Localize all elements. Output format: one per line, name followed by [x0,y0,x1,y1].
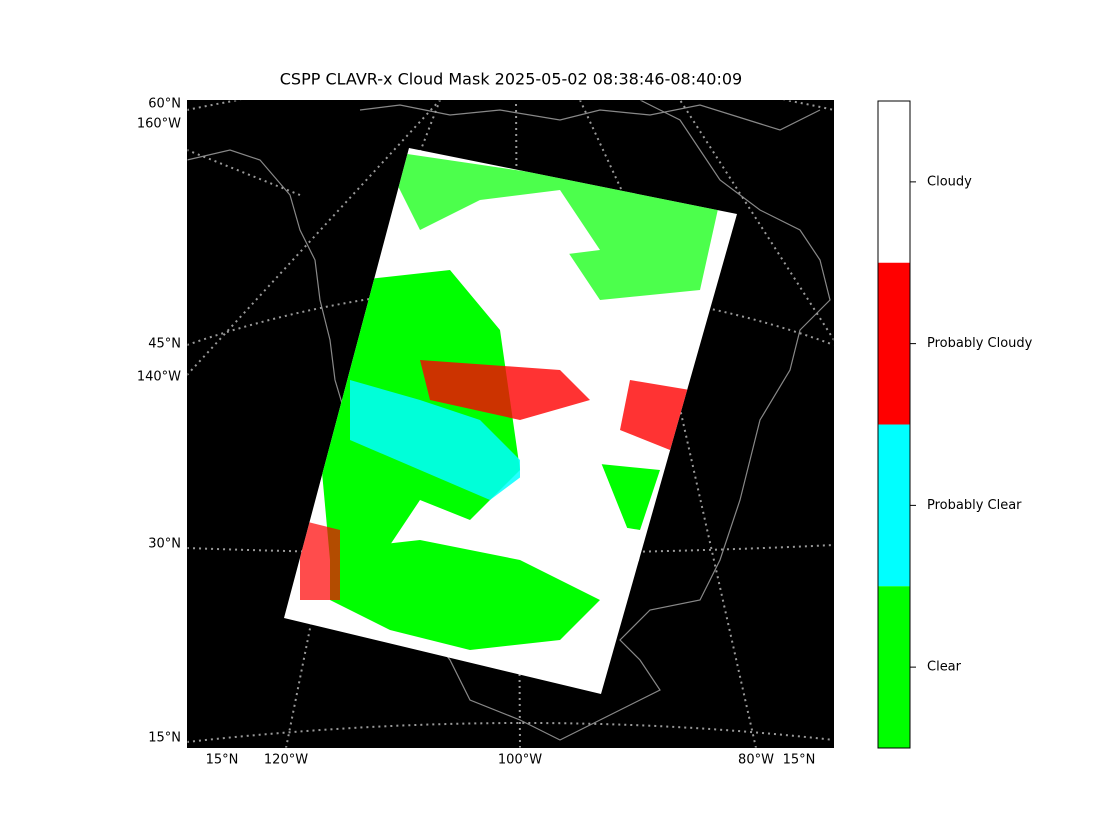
colorbar-label: Probably Clear [927,498,1022,513]
colorbar-segment [878,424,910,587]
graticule [187,286,834,346]
probably-cloudy-region [300,520,340,600]
colorbar-segment [878,101,910,263]
colorbar-label: Clear [927,660,962,675]
clear-region [330,540,600,650]
title: CSPP CLAVR-x Cloud Mask 2025-05-02 08:38… [280,70,742,89]
colorbar-frame [877,100,911,749]
graticule [187,100,441,376]
colorbar-segment [878,586,910,748]
lat-lon-label: 45°N [148,337,181,352]
graticule [187,722,834,743]
lat-lon-label: 160°W [137,117,181,132]
probably-clear-region [350,380,530,500]
colorbar-label: Probably Cloudy [927,336,1033,351]
lat-lon-label: 60°N [148,97,181,112]
cloudy-region [520,440,640,600]
probably-cloudy-region [620,380,690,450]
lat-lon-label: 15°N [148,731,181,746]
lat-lon-label: 100°W [498,753,542,768]
colorbar-label: Cloudy [927,174,972,189]
coastline [359,104,821,131]
graticule [187,149,301,196]
lat-lon-label: 120°W [264,753,308,768]
grid-labels: 60°N 160°W 45°N 140°W 30°N 15°N 15°N 120°W 100°W… [137,97,816,768]
lat-lon-label: 15°N [206,753,239,768]
colorbar-segment [878,262,910,425]
lat-lon-label: 15°N [783,753,816,768]
cloudy-region [480,190,600,260]
lat-lon-label: 30°N [148,537,181,552]
colorbar: Cloudy Probably Cloudy Probably Clear Clear [877,100,1033,749]
lat-lon-label: 140°W [137,370,181,385]
lat-lon-label: 80°W [738,753,774,768]
probably-cloudy-region [420,360,590,420]
coastline [187,100,831,741]
map [187,100,834,748]
